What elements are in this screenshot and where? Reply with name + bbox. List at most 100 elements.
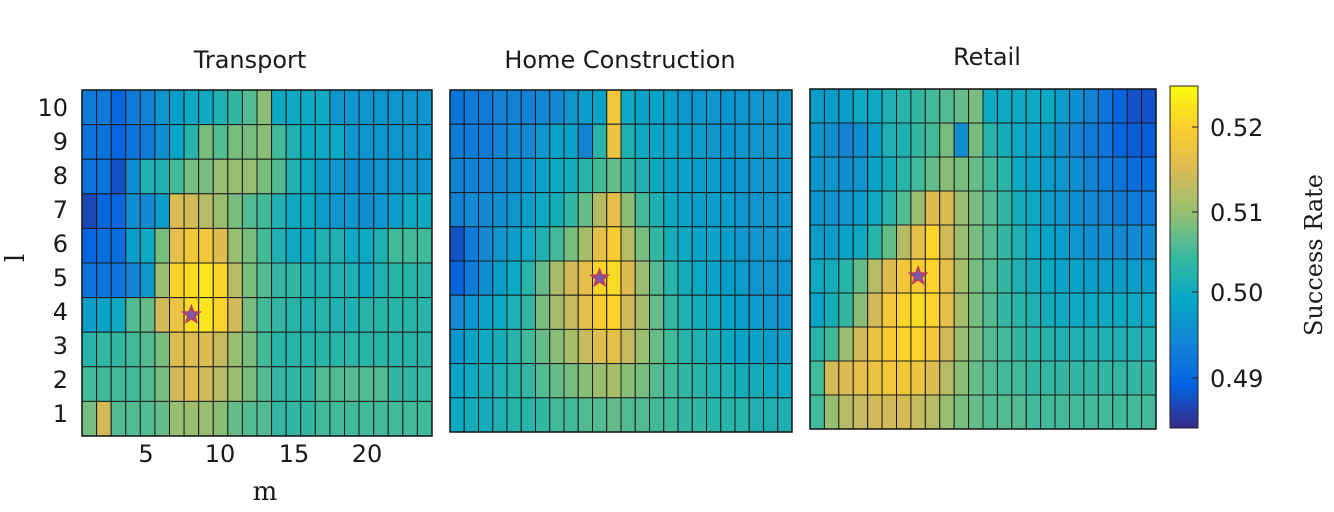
- heatmap-cell: [314, 366, 331, 402]
- heatmap-cell: [125, 158, 141, 195]
- heatmap-cell: [81, 262, 98, 299]
- heatmap-cell: [463, 226, 479, 262]
- heatmap-cell: [387, 193, 404, 229]
- heatmap-cell: [910, 394, 926, 430]
- heatmap-cell: [996, 258, 1013, 294]
- heatmap-cell: [1069, 360, 1085, 396]
- heatmap-cell: [110, 297, 127, 333]
- heatmap-cell: [982, 122, 998, 158]
- heatmap-cell: [592, 226, 608, 262]
- heatmap-cell: [677, 260, 693, 296]
- heatmap-cell: [968, 258, 984, 294]
- heatmap-cell: [81, 366, 98, 402]
- heatmap-cell: [1069, 258, 1085, 294]
- heatmap-cell: [1126, 122, 1143, 158]
- heatmap-transport: [81, 89, 433, 437]
- heatmap-cell: [577, 157, 593, 194]
- heatmap-cell: [227, 262, 243, 299]
- heatmap-cell: [563, 328, 579, 365]
- heatmap-cell: [1054, 156, 1070, 192]
- heatmap-cell: [881, 258, 898, 294]
- heatmap-cell: [1025, 156, 1042, 192]
- heatmap-cell: [577, 363, 593, 399]
- heatmap-cell: [734, 89, 750, 125]
- y-tick-labels: 10 9 8 7 6 5 4 3 2 1: [37, 94, 68, 428]
- heatmap-cell: [677, 397, 693, 433]
- heatmap-cell: [300, 193, 316, 229]
- heatmap-cell: [549, 260, 565, 296]
- heatmap-cell: [748, 260, 764, 296]
- heatmap-cell: [1040, 122, 1056, 158]
- heatmap-cell: [867, 394, 883, 430]
- heatmap-cell: [285, 262, 302, 299]
- heatmap-cell: [924, 224, 941, 260]
- heatmap-cell: [1141, 258, 1157, 294]
- x-tick-label: 20: [352, 440, 383, 468]
- heatmap-cell: [996, 122, 1013, 158]
- heatmap-cell: [300, 262, 316, 299]
- heatmap-cell: [449, 157, 465, 194]
- heatmap-cell: [910, 88, 926, 124]
- heatmap-cell: [387, 124, 404, 160]
- heatmap-cell: [271, 331, 287, 368]
- heatmap-cell: [314, 262, 331, 299]
- heatmap-cell: [478, 123, 494, 159]
- heatmap-cell: [634, 294, 650, 330]
- heatmap-cell: [154, 193, 170, 229]
- y-tick-label: 2: [53, 366, 68, 394]
- heatmap-cell: [838, 224, 854, 260]
- heatmap-cell: [809, 224, 825, 260]
- heatmap-cell: [1083, 190, 1099, 226]
- heatmap-cell: [838, 394, 854, 430]
- heatmap-cell: [506, 260, 522, 296]
- heatmap-cell: [300, 89, 316, 126]
- heatmap-cell: [1069, 224, 1085, 260]
- heatmap-cell: [256, 89, 273, 126]
- panel-title-transport: Transport: [193, 46, 307, 74]
- heatmap-cell: [663, 157, 679, 194]
- heatmap-cell: [300, 366, 316, 402]
- heatmap-cell: [285, 89, 302, 126]
- heatmap-cell: [1025, 224, 1042, 260]
- heatmap-cell: [549, 226, 565, 262]
- heatmap-cell: [154, 297, 170, 333]
- heatmap-cell: [549, 397, 565, 433]
- heatmap-cell: [649, 157, 665, 194]
- heatmap-cell: [329, 297, 346, 333]
- heatmap-cell: [896, 258, 912, 294]
- panel-title-home-construction: Home Construction: [504, 46, 735, 74]
- y-tick-label: 6: [53, 230, 68, 258]
- heatmap-cell: [691, 226, 707, 262]
- heatmap-cell: [748, 397, 764, 433]
- heatmap-cell: [953, 326, 970, 362]
- heatmap-cell: [344, 193, 360, 229]
- heatmap-cell: [852, 88, 869, 124]
- heatmap-cell: [227, 193, 243, 229]
- heatmap-cell: [344, 227, 360, 264]
- heatmap-cell: [706, 226, 722, 262]
- heatmap-cell: [924, 258, 941, 294]
- heatmap-cell: [982, 190, 998, 226]
- heatmap-cell: [241, 400, 258, 437]
- heatmap-cell: [1083, 258, 1099, 294]
- heatmap-cell: [154, 400, 170, 437]
- heatmap-cell: [300, 227, 316, 264]
- x-tick-labels: 5 10 15 20: [138, 440, 382, 468]
- heatmap-cell: [1126, 156, 1143, 192]
- heatmap-cell: [563, 260, 579, 296]
- heatmap-cell: [852, 122, 869, 158]
- heatmap-cell: [1141, 360, 1157, 396]
- heatmap-cell: [227, 366, 243, 402]
- heatmap-cell: [535, 157, 551, 194]
- heatmap-cell: [549, 328, 565, 365]
- heatmap-cell: [110, 227, 127, 264]
- x-tick-label: 15: [279, 440, 310, 468]
- heatmap-cell: [535, 363, 551, 399]
- heatmap-cell: [881, 292, 898, 328]
- heatmap-cell: [183, 89, 200, 126]
- heatmap-cell: [939, 394, 955, 430]
- heatmap-cell: [953, 122, 970, 158]
- heatmap-cell: [110, 158, 127, 195]
- heatmap-cell: [300, 331, 316, 368]
- heatmap-cell: [329, 124, 346, 160]
